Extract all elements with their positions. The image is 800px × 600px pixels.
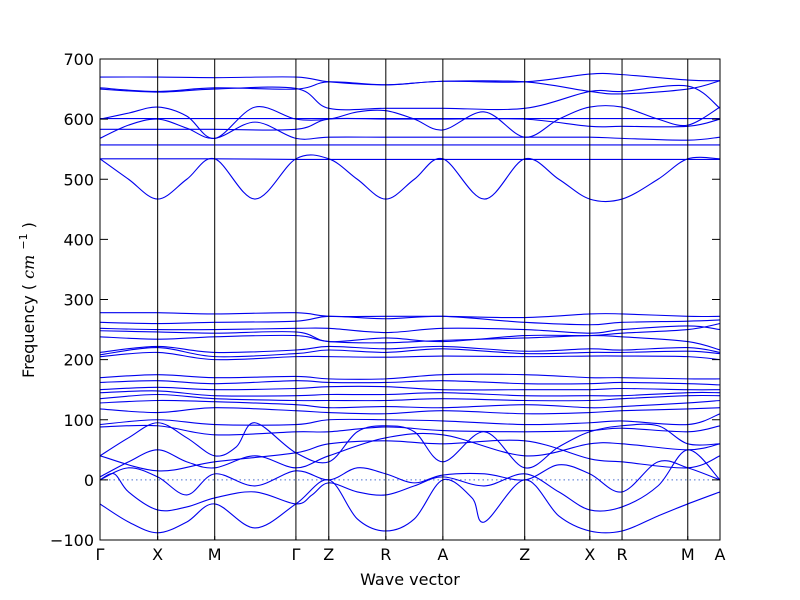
phonon-band-16 — [100, 347, 720, 358]
phonon-band-27 — [100, 432, 720, 478]
y-tick-label-4: 300 — [63, 291, 94, 310]
phonon-band-29 — [100, 449, 720, 512]
phonon-band-28 — [100, 439, 720, 472]
x-tick-label-10: M — [681, 545, 695, 564]
high-symmetry-lines — [157, 59, 689, 540]
y-axis-label-close-paren: ) — [19, 222, 38, 228]
phonon-band-32 — [100, 460, 720, 496]
phonon-band-13 — [100, 323, 720, 343]
y-tick-label-0: −100 — [50, 531, 94, 550]
x-tick-label-3: Γ — [291, 545, 300, 564]
x-tick-label-8: X — [584, 545, 595, 564]
phonon-band-11 — [100, 315, 720, 326]
x-tick-label-4: Z — [323, 545, 334, 564]
y-axis-label-unit: cm — [19, 255, 38, 279]
y-tick-label-1: 0 — [84, 471, 94, 490]
x-tick-label-6: A — [437, 545, 448, 564]
phonon-band-9 — [100, 154, 720, 203]
phonon-band-23 — [100, 399, 720, 409]
phonon-band-21 — [100, 390, 720, 397]
x-tick-label-2: M — [208, 545, 222, 564]
x-tick-label-5: R — [380, 545, 391, 564]
phonon-bands — [100, 72, 720, 534]
y-tick-label-6: 500 — [63, 170, 94, 189]
phonon-band-12 — [100, 325, 720, 334]
phonon-band-30 — [100, 478, 720, 534]
y-tick-label-2: 100 — [63, 411, 94, 430]
phonon-band-24 — [100, 407, 720, 415]
phonon-band-15 — [100, 345, 720, 354]
phonon-band-3 — [100, 105, 720, 139]
y-axis-label-exponent: −1 — [17, 233, 30, 249]
x-axis-label: Wave vector — [360, 570, 460, 589]
phonon-band-6 — [100, 118, 720, 141]
phonon-band-8 — [100, 158, 720, 161]
y-tick-label-3: 200 — [63, 351, 94, 370]
x-tick-label-11: A — [715, 545, 726, 564]
y-axis-label-text: Frequency — [19, 295, 38, 378]
phonon-band-10 — [100, 312, 720, 319]
phonon-band-26 — [100, 424, 720, 436]
y-tick-label-5: 400 — [63, 230, 94, 249]
y-axis-label-open-paren: ( — [19, 284, 38, 290]
y-tick-label-7: 600 — [63, 110, 94, 129]
phonon-band-5 — [100, 117, 720, 131]
x-tick-label-0: Γ — [96, 545, 105, 564]
phonon-band-1 — [100, 80, 720, 95]
phonon-band-20 — [100, 385, 720, 391]
phonon-band-18 — [100, 373, 720, 380]
phonon-band-25 — [100, 413, 720, 426]
y-axis: −100 0 100 200 300 400 500 600 700 — [50, 50, 720, 550]
phonon-band-31 — [100, 422, 720, 469]
x-tick-label-7: Z — [519, 545, 530, 564]
x-tick-label-1: X — [152, 545, 163, 564]
x-tick-label-9: R — [616, 545, 627, 564]
plot-area — [99, 58, 721, 541]
y-tick-label-8: 700 — [63, 50, 94, 69]
y-axis-label: Frequency ( cm −1 ) — [12, 222, 38, 378]
phonon-band-19 — [100, 380, 720, 386]
